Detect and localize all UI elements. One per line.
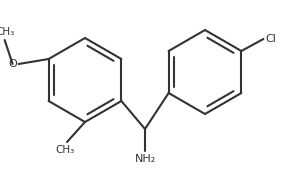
Text: CH₃: CH₃ <box>55 145 75 155</box>
Text: NH₂: NH₂ <box>134 154 156 164</box>
Text: O: O <box>8 59 17 69</box>
Text: Cl: Cl <box>266 34 276 44</box>
Text: CH₃: CH₃ <box>0 27 14 37</box>
